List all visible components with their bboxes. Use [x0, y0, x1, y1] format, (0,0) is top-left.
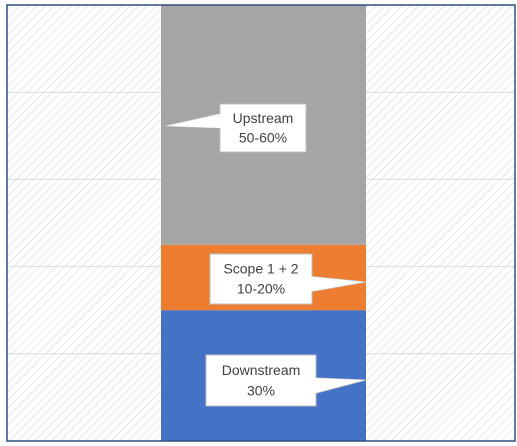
- callout-value: 10-20%: [237, 281, 285, 297]
- callout-box: [219, 103, 307, 153]
- callout-value: 30%: [247, 382, 275, 398]
- callout-box: [205, 354, 317, 407]
- callout-pointer-join: [314, 377, 365, 394]
- callout-value: 50-60%: [239, 129, 287, 145]
- callout: Scope 1 + 2 10-20%: [209, 253, 367, 305]
- chart-border: [6, 4, 516, 442]
- callout-name: Upstream: [233, 110, 294, 126]
- callout: Downstream 30%: [205, 354, 367, 407]
- callout: Upstream 50-60%: [164, 103, 307, 153]
- callout-name: Scope 1 + 2: [223, 261, 298, 277]
- callout-pointer-join: [310, 276, 365, 292]
- callout-name: Downstream: [222, 362, 301, 378]
- callout-pointer-join: [166, 113, 222, 128]
